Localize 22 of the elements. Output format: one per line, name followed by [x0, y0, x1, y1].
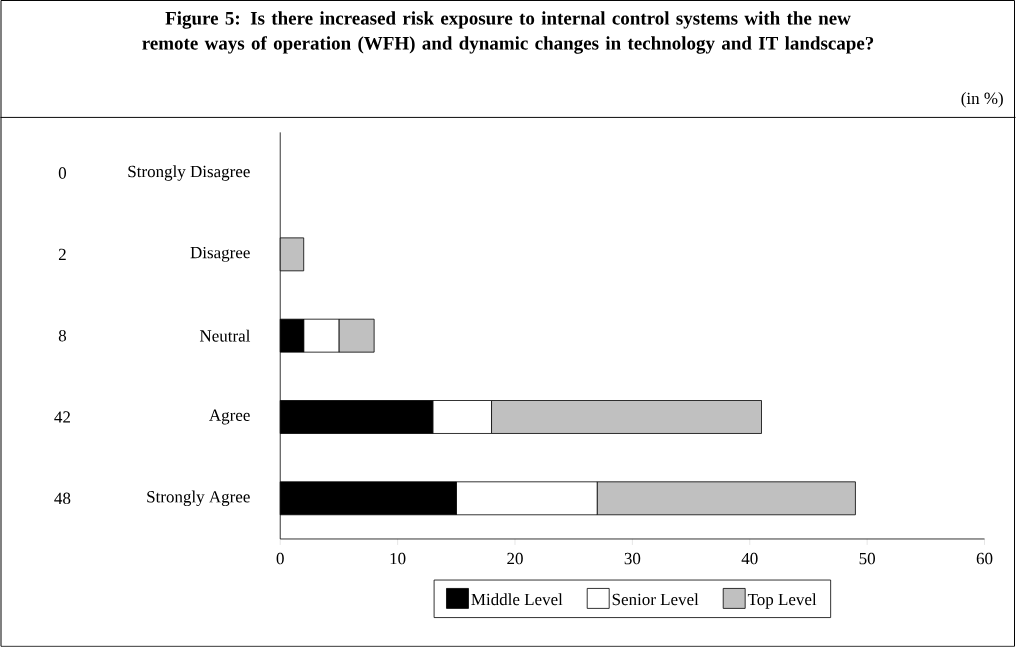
text: (in %) — [961, 92, 1003, 108]
y-tick-label: Strongly Disagree — [128, 165, 250, 181]
x-tick-label: 0 — [276, 552, 284, 565]
x-tick-label: 40 — [741, 552, 758, 565]
text: 0 — [58, 167, 67, 179]
x-tick-label: 20 — [507, 552, 523, 565]
chart-title: Figure 5: Is there increased risk exposure to internal control systems with the new remote ways of operation (WFH) and dynamic changes in technology and IT landscape? — [142, 11, 874, 54]
y-tick-label: Disagree — [190, 246, 250, 262]
text: 48 — [54, 492, 71, 505]
y-tick-label: Neutral — [199, 329, 251, 342]
legend-label: Senior Level — [612, 593, 699, 606]
legend-label: Top Level — [747, 593, 817, 609]
legend-label: Middle Level — [471, 593, 563, 606]
x-tick-label: 30 — [624, 552, 641, 565]
y-tick-label: Agree — [209, 409, 250, 425]
text: 2 — [58, 248, 66, 261]
x-tick-label: 10 — [390, 552, 406, 565]
y-tick-label: Strongly Agree — [147, 490, 250, 507]
text: 8 — [58, 330, 67, 342]
x-tick-label: 60 — [976, 552, 993, 565]
text: 42 — [54, 411, 70, 423]
x-tick-label: 50 — [859, 552, 875, 565]
